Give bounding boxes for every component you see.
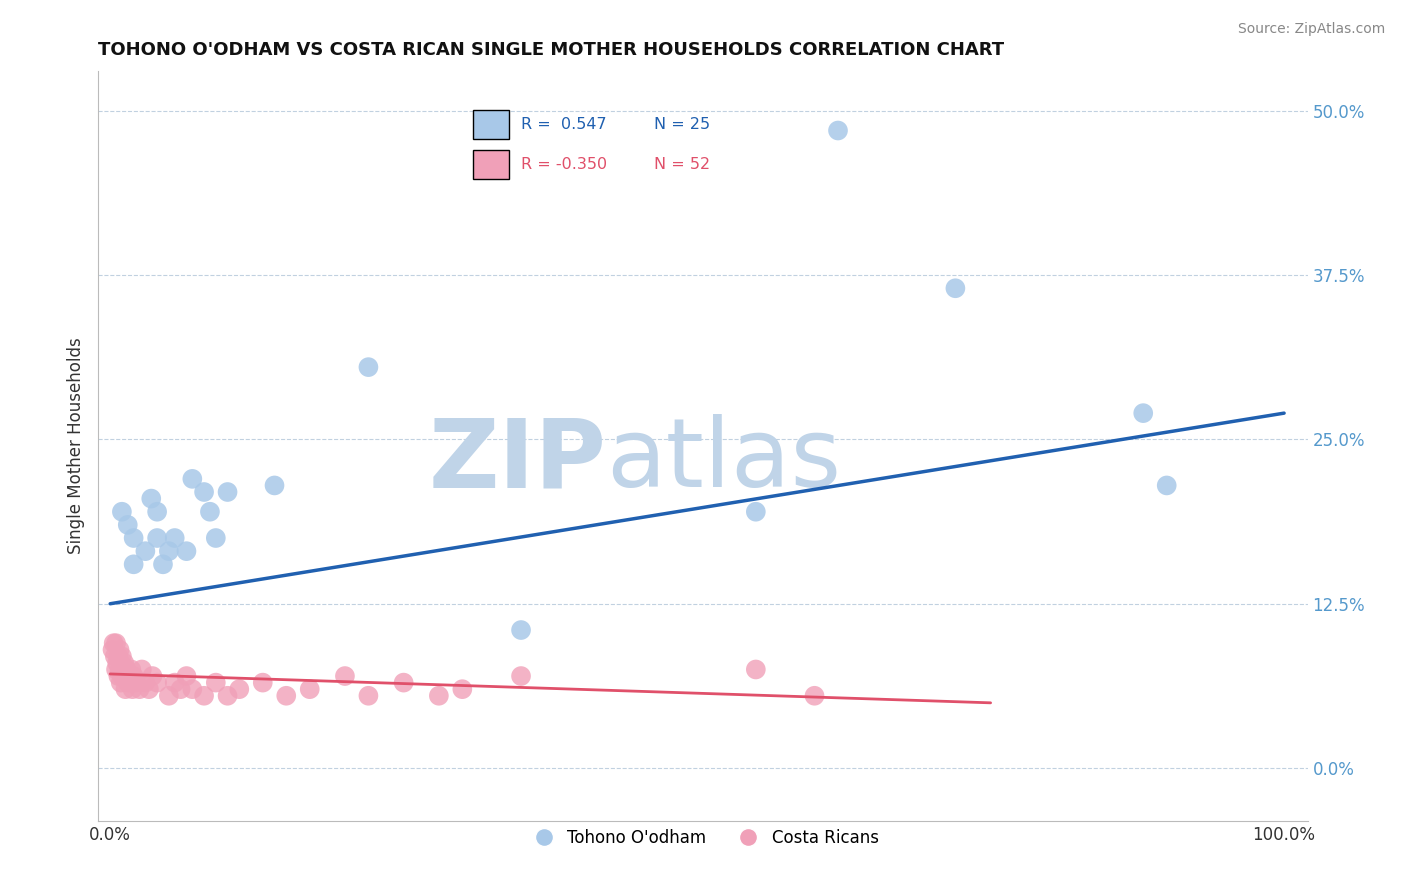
Point — [392, 675, 415, 690]
Point — [107, 649, 129, 664]
Point — [121, 682, 143, 697]
Point — [114, 669, 136, 683]
Point — [193, 689, 215, 703]
Point — [176, 669, 198, 683]
Point — [510, 669, 533, 683]
Text: ZIP: ZIP — [429, 415, 606, 508]
Point — [122, 669, 145, 683]
Point — [110, 656, 132, 670]
Point — [228, 682, 250, 697]
Point — [141, 491, 163, 506]
Point — [745, 505, 768, 519]
Point — [138, 682, 160, 697]
Point — [120, 675, 142, 690]
Point — [157, 544, 180, 558]
Point — [357, 689, 380, 703]
Point — [204, 531, 226, 545]
Point — [152, 558, 174, 572]
Point — [105, 656, 128, 670]
Point — [101, 642, 124, 657]
Point — [217, 485, 239, 500]
Point — [128, 682, 150, 697]
Text: atlas: atlas — [606, 415, 841, 508]
Point — [217, 689, 239, 703]
Point — [118, 669, 141, 683]
Point — [163, 531, 186, 545]
Point — [181, 682, 204, 697]
Point — [104, 649, 127, 664]
Point — [111, 669, 134, 683]
Point — [827, 123, 849, 137]
Point — [252, 675, 274, 690]
Point — [134, 675, 156, 690]
Point — [803, 689, 825, 703]
Point — [169, 682, 191, 697]
Point — [263, 478, 285, 492]
Point — [276, 689, 298, 703]
Point — [510, 623, 533, 637]
Point — [157, 689, 180, 703]
Point — [146, 675, 169, 690]
Y-axis label: Single Mother Households: Single Mother Households — [66, 338, 84, 554]
Text: TOHONO O'ODHAM VS COSTA RICAN SINGLE MOTHER HOUSEHOLDS CORRELATION CHART: TOHONO O'ODHAM VS COSTA RICAN SINGLE MOT… — [98, 41, 1004, 59]
Point — [120, 663, 142, 677]
Point — [115, 663, 138, 677]
Point — [181, 472, 204, 486]
Point — [125, 675, 148, 690]
Point — [108, 642, 131, 657]
Point — [122, 558, 145, 572]
Point — [107, 669, 129, 683]
Point — [122, 531, 145, 545]
Point — [112, 663, 135, 677]
Point — [176, 544, 198, 558]
Point — [105, 663, 128, 677]
Point — [117, 517, 139, 532]
Point — [163, 675, 186, 690]
Point — [111, 505, 134, 519]
Point — [427, 689, 450, 703]
Point — [146, 531, 169, 545]
Point — [111, 649, 134, 664]
Point — [357, 360, 380, 375]
Point — [745, 663, 768, 677]
Point — [945, 281, 967, 295]
Point — [298, 682, 321, 697]
Point — [146, 505, 169, 519]
Point — [333, 669, 356, 683]
Point — [105, 636, 128, 650]
Point — [1132, 406, 1154, 420]
Point — [1156, 478, 1178, 492]
Point — [108, 663, 131, 677]
Point — [103, 636, 125, 650]
Point — [131, 663, 153, 677]
Legend: Tohono O'odham, Costa Ricans: Tohono O'odham, Costa Ricans — [520, 822, 886, 854]
Point — [204, 675, 226, 690]
Point — [112, 656, 135, 670]
Text: Source: ZipAtlas.com: Source: ZipAtlas.com — [1237, 22, 1385, 37]
Point — [451, 682, 474, 697]
Point — [141, 669, 163, 683]
Point — [134, 544, 156, 558]
Point — [117, 675, 139, 690]
Point — [198, 505, 221, 519]
Point — [110, 675, 132, 690]
Point — [114, 682, 136, 697]
Point — [193, 485, 215, 500]
